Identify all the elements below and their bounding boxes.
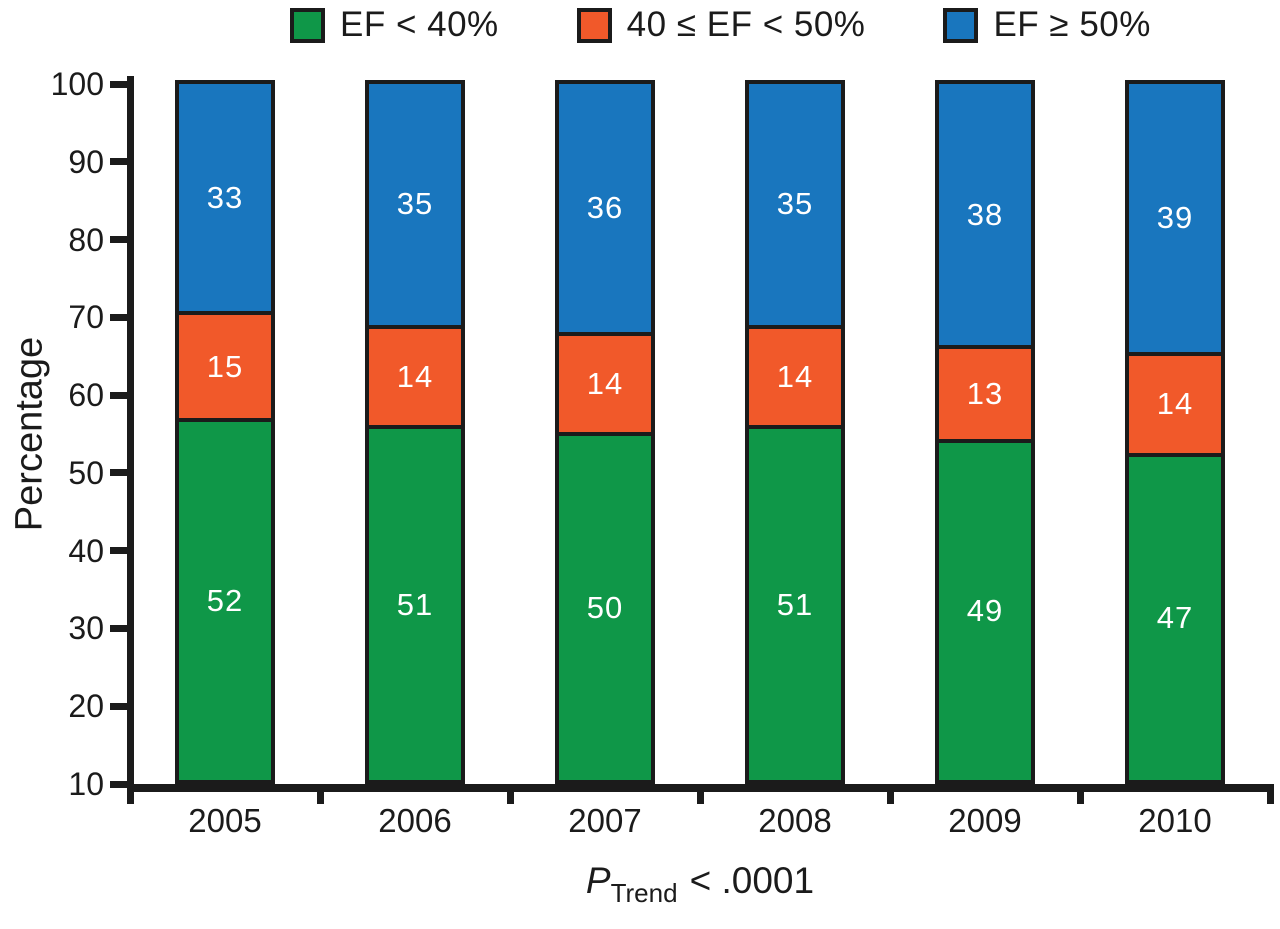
legend-item: EF ≥ 50%	[943, 5, 1150, 45]
bar-value-label: 15	[206, 348, 244, 384]
bar-value-label: 52	[206, 583, 244, 619]
y-tick-label: 50	[68, 454, 104, 491]
y-tick	[110, 547, 127, 555]
bar-segment: 14	[747, 326, 843, 428]
x-tick	[126, 784, 134, 804]
y-tick-label: 70	[68, 299, 104, 336]
y-tick	[110, 391, 127, 399]
x-axis-category-label: 2007	[568, 802, 642, 839]
y-tick	[110, 624, 127, 632]
x-axis-category-label: 2008	[758, 802, 832, 839]
stacked-bar: 33 15 52	[175, 80, 275, 784]
y-tick	[110, 80, 127, 88]
bar-segment: 14	[557, 333, 653, 434]
legend-item: EF < 40%	[290, 5, 499, 45]
bar-value-label: 51	[396, 586, 434, 622]
legend-label: EF < 40%	[340, 5, 499, 44]
bar-segment: 15	[177, 313, 273, 421]
bar-segment: 14	[367, 326, 463, 428]
stacked-bar: 39 14 47	[1125, 80, 1225, 784]
stacked-bar: 38 13 49	[935, 80, 1035, 784]
legend-swatch-icon	[290, 7, 325, 43]
bar-segment: 47	[1127, 454, 1223, 782]
bar-value-label: 51	[776, 586, 814, 622]
bar-segment: 14	[1127, 354, 1223, 455]
bar-segment: 35	[367, 82, 463, 327]
y-tick-label: 80	[68, 221, 104, 258]
bar-value-label: 35	[776, 186, 814, 222]
y-axis-line	[127, 76, 134, 792]
bar-value-label: 36	[586, 189, 624, 225]
y-tick	[110, 236, 127, 244]
bar-segment: 51	[367, 427, 463, 782]
x-axis-category-label: 2009	[948, 802, 1022, 839]
y-tick	[110, 313, 127, 321]
stacked-bar: 35 14 51	[365, 80, 465, 784]
y-tick	[110, 469, 127, 477]
y-tick	[110, 780, 127, 788]
x-tick	[1266, 784, 1274, 804]
bar-segment: 52	[177, 420, 273, 783]
y-tick-label: 10	[68, 766, 104, 802]
bar-value-label: 50	[586, 590, 624, 625]
x-tick	[316, 784, 324, 804]
bar-value-label: 47	[1156, 600, 1194, 636]
bar-value-label: 38	[966, 196, 1004, 232]
stacked-bar: 35 14 51	[745, 80, 845, 784]
legend: EF < 40% 40 ≤ EF < 50% EF ≥ 50%	[290, 5, 1151, 45]
caption-trend-subscript: Trend	[610, 878, 678, 909]
x-axis-category-label: 2006	[378, 802, 452, 839]
x-tick	[886, 784, 894, 804]
bar-segment: 35	[747, 82, 843, 327]
legend-swatch-icon	[576, 7, 612, 43]
y-tick-label: 90	[68, 143, 104, 180]
bar-segment: 13	[937, 347, 1033, 441]
x-axis-category-label: 2005	[188, 802, 262, 839]
bar-value-label: 13	[966, 376, 1004, 412]
bar-segment: 51	[747, 427, 843, 782]
legend-label: EF ≥ 50%	[993, 5, 1151, 44]
y-tick-label: 60	[68, 377, 104, 414]
x-axis-category-label: 2010	[1138, 802, 1212, 839]
legend-item: 40 ≤ EF < 50%	[576, 5, 866, 45]
bar-value-label: 14	[776, 358, 814, 394]
p-trend-caption: PTrend < .0001	[130, 860, 1270, 909]
y-tick-label: 100	[50, 66, 104, 102]
y-tick-label: 20	[68, 688, 104, 725]
bar-segment: 49	[937, 440, 1033, 782]
legend-label: 40 ≤ EF < 50%	[626, 5, 866, 44]
bar-segment: 33	[177, 82, 273, 314]
bar-value-label: 49	[966, 593, 1004, 629]
caption-p-symbol: P	[585, 860, 611, 901]
x-tick	[696, 784, 704, 804]
bar-value-label: 35	[396, 186, 434, 222]
y-tick	[110, 158, 127, 166]
bar-value-label: 14	[586, 365, 624, 401]
stacked-bar: 36 14 50	[555, 80, 655, 784]
bar-segment: 38	[937, 82, 1033, 348]
legend-swatch-icon	[943, 7, 979, 43]
y-tick	[110, 702, 127, 710]
bar-value-label: 14	[1156, 386, 1194, 422]
y-tick-label: 30	[68, 610, 104, 647]
y-tick-label: 40	[68, 532, 104, 569]
bar-value-label: 14	[396, 358, 434, 394]
bar-value-label: 39	[1156, 200, 1194, 236]
bar-segment: 39	[1127, 82, 1223, 355]
x-tick	[1076, 784, 1084, 804]
bar-value-label: 33	[206, 179, 244, 215]
y-axis-title: Percentage	[8, 336, 51, 532]
bar-segment: 36	[557, 82, 653, 334]
bar-segment: 50	[557, 434, 653, 782]
x-tick	[506, 784, 514, 804]
caption-p-value: < .0001	[689, 860, 815, 901]
